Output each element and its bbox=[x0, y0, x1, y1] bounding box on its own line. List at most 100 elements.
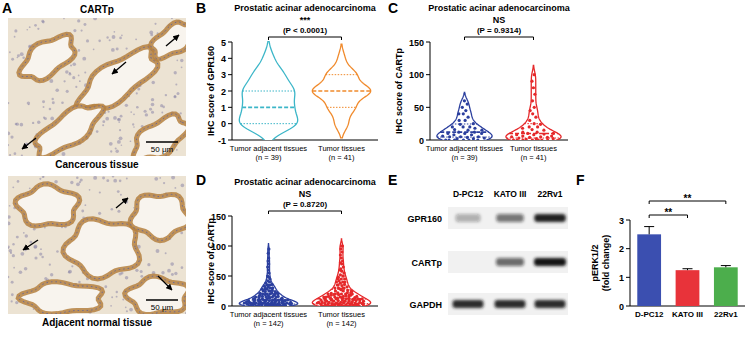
data-point bbox=[340, 250, 343, 253]
nucleus bbox=[93, 18, 97, 20]
nucleus bbox=[50, 273, 53, 276]
y-tick bbox=[626, 248, 630, 249]
panel-letter: C bbox=[388, 0, 398, 16]
data-point bbox=[334, 289, 337, 292]
data-point bbox=[530, 80, 533, 83]
arrow bbox=[22, 138, 36, 149]
data-point bbox=[267, 252, 270, 255]
nucleus bbox=[11, 300, 13, 302]
data-point bbox=[468, 125, 471, 128]
data-point bbox=[267, 296, 270, 299]
nucleus bbox=[106, 179, 109, 182]
significance-bracket bbox=[269, 211, 342, 214]
data-point bbox=[272, 294, 275, 297]
quartile-line bbox=[243, 91, 295, 92]
nucleus bbox=[119, 180, 122, 183]
y-tick-label: 2 bbox=[619, 244, 624, 254]
category-name: Tumor adjacent tissues bbox=[426, 144, 504, 153]
nucleus bbox=[102, 124, 104, 126]
gland-nuclei bbox=[125, 276, 186, 314]
y-tick bbox=[626, 277, 630, 278]
nucleus bbox=[114, 31, 116, 33]
gland bbox=[125, 276, 186, 314]
band bbox=[456, 214, 481, 222]
data-point bbox=[264, 293, 267, 296]
violin bbox=[239, 41, 297, 140]
y-axis-label-line: (fold change) bbox=[601, 235, 611, 292]
data-point bbox=[528, 136, 531, 139]
data-point bbox=[347, 300, 350, 303]
nucleus bbox=[174, 187, 176, 189]
category-label: Tumor adjacent tissues(n = 142) bbox=[230, 310, 308, 328]
data-point bbox=[546, 136, 549, 139]
nucleus bbox=[165, 252, 167, 254]
nucleus bbox=[34, 256, 37, 259]
data-point bbox=[341, 244, 344, 247]
lane-label: KATO III bbox=[494, 189, 527, 199]
plot-area bbox=[637, 227, 737, 306]
bar bbox=[676, 270, 700, 306]
data-point bbox=[264, 292, 267, 295]
nucleus bbox=[119, 129, 121, 131]
data-point bbox=[259, 303, 262, 306]
title: Prostatic acinar adenocarcinoma bbox=[234, 177, 377, 187]
nucleus bbox=[11, 58, 14, 61]
nucleus bbox=[17, 57, 19, 59]
nucleus bbox=[55, 88, 59, 92]
nucleus bbox=[41, 20, 44, 23]
nucleus bbox=[82, 57, 86, 61]
nucleus bbox=[8, 215, 11, 218]
nucleus bbox=[140, 270, 143, 273]
category-count: (n = 41) bbox=[328, 153, 355, 162]
figure: ACARTp50 μmCancerous tissue50 μmAdjacent… bbox=[0, 0, 749, 342]
data-point bbox=[342, 265, 345, 268]
nucleus bbox=[140, 275, 143, 278]
blot-strip bbox=[448, 207, 568, 229]
data-point bbox=[540, 138, 543, 140]
nucleus bbox=[12, 243, 14, 245]
data-point bbox=[343, 280, 346, 283]
nucleus bbox=[37, 28, 39, 30]
data-point bbox=[286, 298, 289, 301]
nucleus bbox=[167, 269, 171, 273]
nucleus bbox=[116, 296, 118, 298]
nucleus bbox=[119, 136, 123, 140]
data-point bbox=[249, 301, 252, 304]
data-point bbox=[331, 303, 334, 306]
nucleus bbox=[12, 186, 14, 188]
micrograph bbox=[8, 18, 186, 156]
nucleus bbox=[121, 144, 123, 146]
nucleus bbox=[25, 234, 28, 237]
nucleus bbox=[79, 80, 81, 82]
data-point bbox=[336, 277, 339, 280]
data-point bbox=[480, 132, 483, 135]
nucleus bbox=[63, 18, 65, 19]
nucleus bbox=[180, 112, 182, 114]
category-label: Tumor adjacent tissues(n = 39) bbox=[230, 144, 308, 162]
nucleus bbox=[49, 79, 53, 83]
nucleus bbox=[132, 123, 134, 125]
nucleus bbox=[72, 62, 76, 66]
nucleus bbox=[43, 176, 45, 178]
band bbox=[534, 214, 566, 222]
title: Prostatic acinar adenocarcinoma bbox=[234, 3, 377, 13]
data-point bbox=[252, 297, 255, 300]
plot-area bbox=[239, 239, 370, 306]
category-count: (n = 142) bbox=[326, 319, 357, 328]
data-point bbox=[455, 137, 458, 140]
data-point bbox=[361, 301, 364, 304]
nucleus bbox=[113, 116, 117, 120]
nucleus bbox=[8, 276, 9, 279]
data-point bbox=[317, 301, 320, 304]
data-point bbox=[532, 86, 535, 89]
data-point bbox=[345, 285, 348, 288]
data-point bbox=[521, 127, 524, 130]
nucleus bbox=[180, 59, 183, 62]
data-point bbox=[337, 286, 340, 289]
nucleus bbox=[29, 241, 32, 244]
data-point bbox=[341, 259, 344, 262]
data-point bbox=[521, 134, 524, 137]
data-point bbox=[260, 288, 263, 291]
data-point bbox=[542, 129, 545, 132]
nucleus bbox=[126, 178, 128, 180]
